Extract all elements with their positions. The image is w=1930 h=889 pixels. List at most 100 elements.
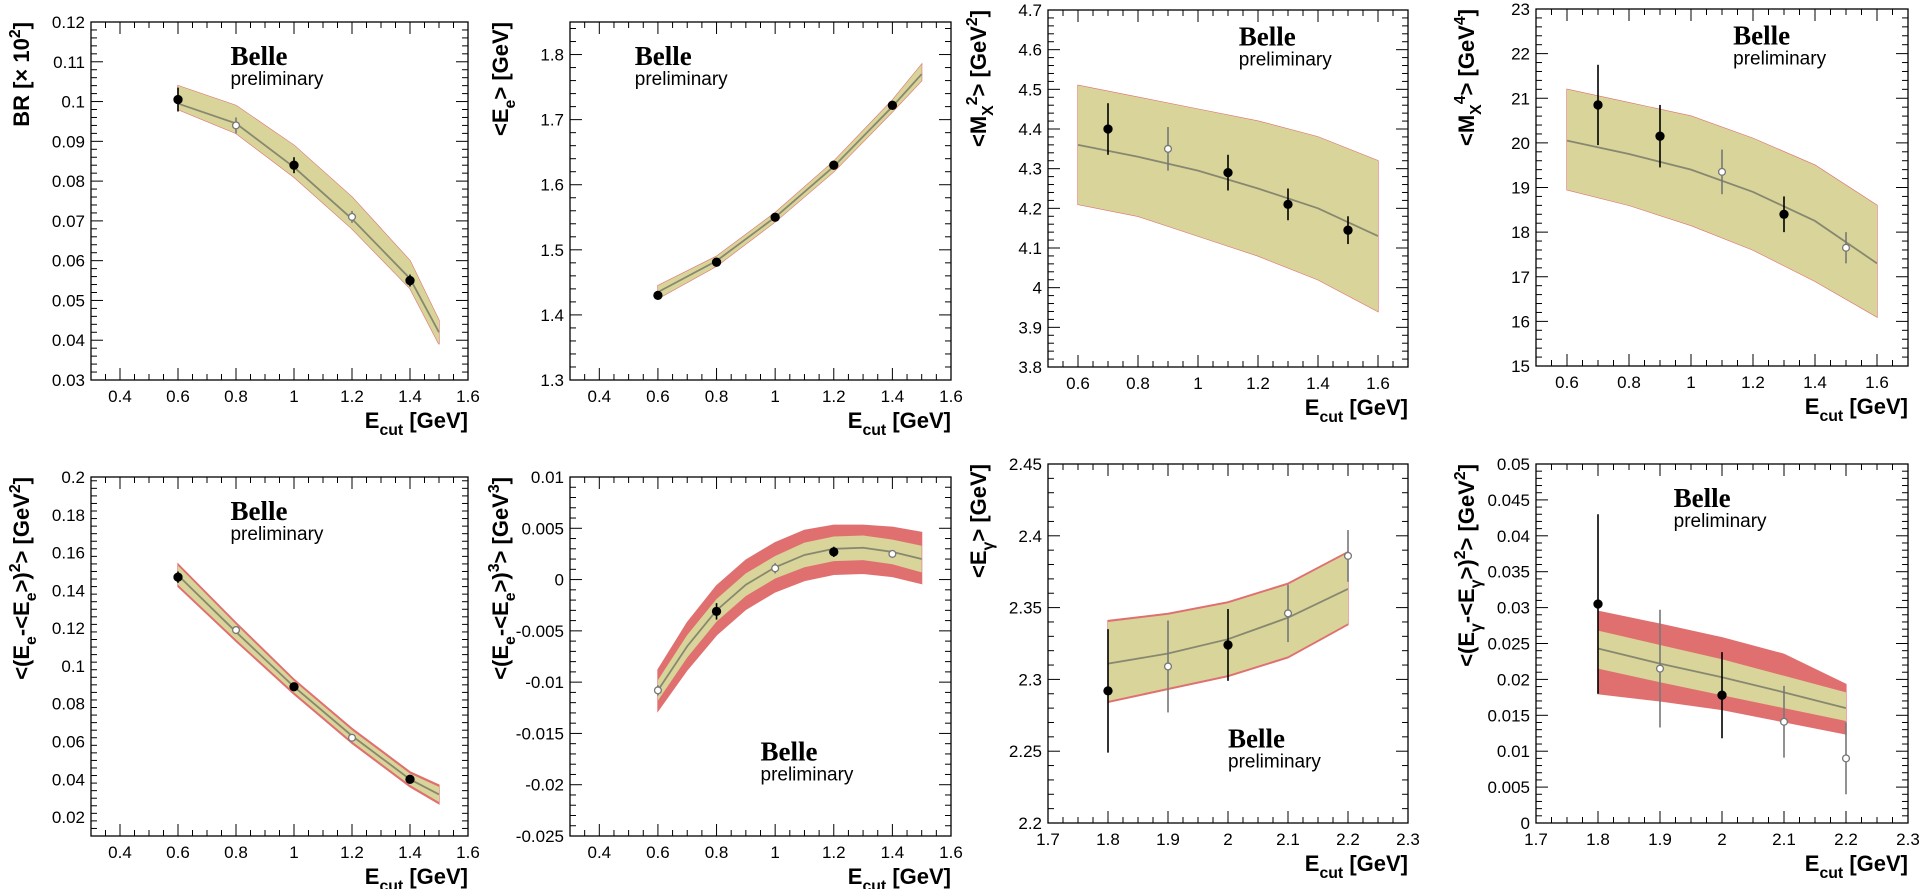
y-axis-title: BR [× 102]: [7, 22, 34, 127]
plot-frame: [569, 21, 952, 381]
x-tick-label: 1: [1686, 373, 1695, 392]
data-point: [1717, 167, 1727, 176]
x-tick-label: 0.8: [1617, 373, 1641, 392]
x-tick-label: 2: [1717, 830, 1726, 849]
x-tick-label: 1.4: [398, 843, 422, 862]
y-axis-title: <(Ee-<Ee>)2> [GeV2]: [7, 477, 40, 680]
x-tick-label: 1.6: [939, 843, 963, 862]
data-point: [347, 212, 357, 221]
data-point: [231, 121, 241, 130]
data-point: [1717, 690, 1727, 700]
y-tick-label: 1.7: [540, 111, 564, 130]
x-tick-label: 0.4: [108, 387, 132, 406]
x-tick-label: 0.6: [646, 387, 670, 406]
y-tick-label: 1.6: [540, 176, 564, 195]
y-tick-label: 0.035: [1487, 563, 1530, 582]
y-tick-label: 1.3: [540, 371, 564, 390]
y-tick-label: 4.6: [1018, 41, 1042, 60]
data-point: [289, 682, 299, 692]
y-tick-label: -0.025: [516, 827, 564, 846]
inner-uncertainty-band: [1078, 85, 1378, 312]
y-tick-label: 2.35: [1009, 599, 1042, 618]
x-tick-label: 1.4: [881, 843, 905, 862]
y-tick-label: 2.25: [1009, 742, 1042, 761]
y-tick-label: 0.02: [52, 808, 85, 827]
panel-mean-mx4: 0.6 0.8 1 1.2 1.4 1.6 15 16 17 18 19 20 21 22 23 Ecut […: [1452, 0, 1909, 425]
x-tick-label: 1.9: [1156, 830, 1180, 849]
data-point: [1103, 124, 1113, 134]
x-tick-label: 1: [770, 387, 779, 406]
y-tick-label: 0.12: [52, 619, 85, 638]
belle-watermark-title: Belle: [635, 41, 692, 71]
data-point: [888, 549, 897, 558]
data-point: [1163, 144, 1173, 153]
y-tick-label: 0.015: [1487, 706, 1530, 725]
y-axis-title: <MX4> [GeV4]: [1452, 9, 1485, 146]
y-tick-label: 4: [1033, 279, 1042, 298]
y-tick-label: 17: [1511, 268, 1530, 287]
y-tick-label: 4.1: [1018, 239, 1042, 258]
plot-area: [1077, 84, 1379, 313]
data-point: [829, 160, 839, 170]
y-tick-label: 0.02: [1497, 670, 1530, 689]
y-tick-label: 0.04: [52, 770, 85, 789]
y-axis-title: <Eγ> [GeV]: [966, 464, 997, 578]
y-tick-label: -0.005: [516, 622, 564, 641]
y-tick-label: 4.5: [1018, 80, 1042, 99]
x-tick-label: 1.9: [1648, 830, 1672, 849]
inner-uncertainty-band: [657, 64, 922, 299]
inner-uncertainty-band: [178, 85, 439, 345]
y-tick-label: 0.005: [1487, 778, 1530, 797]
data-point: [1593, 599, 1603, 609]
x-axis-title: Ecut [GeV]: [1305, 851, 1408, 882]
x-axis-title: Ecut [GeV]: [1805, 394, 1908, 425]
x-tick-label: 0.8: [705, 387, 729, 406]
y-tick-label: 0.05: [1497, 455, 1530, 474]
data-point: [405, 774, 415, 784]
y-tick-label: 0.01: [1497, 742, 1530, 761]
data-point: [347, 733, 357, 742]
y-tick-label: 0.08: [52, 695, 85, 714]
plot-area: [657, 62, 923, 300]
data-point: [711, 257, 722, 267]
belle-watermark-title: Belle: [1733, 21, 1790, 51]
y-tick-label: 0.2: [61, 468, 85, 487]
data-point: [1343, 551, 1353, 560]
x-tick-label: 1.4: [1803, 373, 1827, 392]
y-tick-label: 0.01: [531, 468, 564, 487]
x-tick-label: 1: [289, 843, 298, 862]
data-point: [1223, 640, 1233, 650]
y-tick-label: 0.03: [52, 371, 85, 390]
x-tick-label: 0.8: [1126, 374, 1150, 393]
belle-watermark-title: Belle: [230, 41, 287, 71]
y-tick-label: 1.5: [540, 241, 564, 260]
x-tick-label: 1.8: [1586, 830, 1610, 849]
x-tick-label: 1.2: [1741, 373, 1765, 392]
data-point: [1779, 209, 1789, 219]
y-tick-label: -0.01: [525, 673, 564, 692]
y-tick-label: 0.06: [52, 252, 85, 271]
y-tick-label: -0.015: [516, 724, 564, 743]
y-tick-label: 22: [1511, 45, 1530, 64]
y-tick-label: 0.045: [1487, 491, 1530, 510]
x-tick-label: 1.2: [340, 843, 364, 862]
x-tick-label: 2.2: [1336, 830, 1360, 849]
data-point: [1593, 100, 1603, 110]
belle-watermark-subtitle: preliminary: [1733, 49, 1826, 70]
y-tick-label: 20: [1511, 134, 1530, 153]
y-axis-title: <MX2> [GeV2]: [964, 10, 997, 147]
y-tick-label: 0.18: [52, 506, 85, 525]
y-tick-label: 0.12: [52, 13, 85, 32]
y-tick-label: 2.4: [1018, 527, 1042, 546]
x-tick-label: 1.6: [456, 843, 480, 862]
plot-area: [177, 562, 440, 805]
x-tick-label: 0.4: [587, 843, 611, 862]
x-tick-label: 0.6: [1066, 374, 1090, 393]
y-tick-label: 3.8: [1018, 358, 1042, 377]
belle-watermark-subtitle: preliminary: [761, 765, 854, 786]
x-tick-label: 1.6: [1865, 373, 1889, 392]
y-tick-label: 0.03: [1497, 599, 1530, 618]
panel-var-egamma: 1.7 1.8 1.9 2 2.1 2.2 2.3 0 0.005 0.01 0.015 0.02 0.…: [1452, 455, 1920, 882]
x-tick-label: 2.1: [1772, 830, 1796, 849]
x-tick-label: 1.4: [1306, 374, 1330, 393]
